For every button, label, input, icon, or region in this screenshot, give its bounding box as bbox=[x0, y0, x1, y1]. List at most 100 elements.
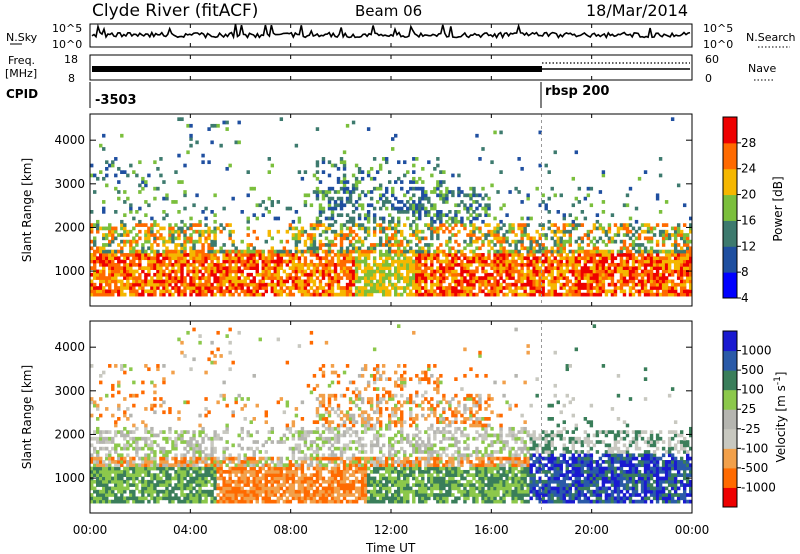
range-time-cell bbox=[643, 262, 648, 267]
range-time-cell bbox=[270, 203, 275, 208]
range-time-cell bbox=[249, 256, 253, 261]
range-time-cell bbox=[171, 292, 175, 297]
range-time-cell bbox=[315, 289, 320, 294]
range-time-cell bbox=[156, 243, 160, 247]
power-colorbar-label: Power [dB] bbox=[771, 176, 785, 241]
range-time-cell bbox=[661, 239, 666, 244]
range-time-cell bbox=[616, 279, 621, 284]
range-time-cell bbox=[622, 259, 627, 264]
range-time-cell bbox=[312, 430, 317, 434]
range-time-cell bbox=[192, 272, 196, 277]
range-time-cell bbox=[505, 262, 509, 267]
range-time-cell bbox=[156, 479, 160, 484]
range-time-cell bbox=[598, 253, 603, 257]
range-time-cell bbox=[460, 219, 464, 224]
range-time-cell bbox=[126, 499, 130, 504]
range-time-cell bbox=[138, 259, 142, 264]
range-time-cell bbox=[204, 407, 208, 411]
range-time-cell bbox=[141, 246, 145, 251]
range-time-cell bbox=[198, 453, 202, 458]
range-time-cell bbox=[658, 262, 663, 267]
range-time-cell bbox=[583, 233, 588, 237]
range-time-cell bbox=[330, 286, 335, 290]
range-time-cell bbox=[183, 236, 187, 241]
range-time-cell bbox=[625, 259, 630, 264]
range-time-cell bbox=[330, 229, 335, 234]
range-time-cell bbox=[342, 236, 347, 241]
range-time-cell bbox=[478, 226, 482, 231]
range-time-cell bbox=[357, 266, 362, 270]
range-time-cell bbox=[658, 173, 663, 178]
range-time-cell bbox=[264, 259, 268, 264]
range-time-cell bbox=[210, 266, 214, 270]
range-time-cell bbox=[508, 262, 512, 267]
range-time-cell bbox=[312, 466, 317, 471]
range-time-cell bbox=[586, 229, 591, 234]
range-time-cell bbox=[162, 479, 166, 484]
range-time-cell bbox=[315, 253, 320, 257]
range-time-cell bbox=[565, 253, 569, 257]
range-time-cell bbox=[378, 253, 383, 257]
range-time-cell bbox=[412, 286, 416, 290]
range-time-cell bbox=[123, 266, 127, 270]
range-time-cell bbox=[147, 233, 151, 237]
range-time-cell bbox=[363, 266, 368, 270]
range-time-cell bbox=[180, 436, 184, 441]
range-time-cell bbox=[216, 483, 220, 487]
range-time-cell bbox=[147, 486, 151, 491]
range-time-cell bbox=[682, 289, 687, 294]
range-time-cell bbox=[403, 259, 407, 264]
range-time-cell bbox=[574, 150, 579, 155]
range-time-cell bbox=[246, 246, 250, 251]
range-time-cell bbox=[315, 276, 320, 280]
range-time-cell bbox=[339, 243, 344, 247]
range-time-cell bbox=[433, 292, 437, 297]
range-time-cell bbox=[123, 276, 127, 280]
range-time-cell bbox=[231, 486, 235, 491]
range-time-cell bbox=[96, 430, 100, 434]
range-time-cell bbox=[114, 229, 118, 234]
range-time-cell bbox=[327, 253, 332, 257]
range-time-cell bbox=[255, 483, 259, 487]
range-time-cell bbox=[222, 253, 226, 257]
range-time-cell bbox=[568, 243, 572, 247]
range-time-cell bbox=[255, 266, 259, 270]
range-time-cell bbox=[333, 229, 338, 234]
range-time-cell bbox=[637, 226, 642, 231]
range-time-cell bbox=[228, 236, 232, 241]
range-time-cell bbox=[439, 180, 443, 184]
range-time-cell bbox=[412, 272, 416, 277]
cpid-program-2: rbsp 200 bbox=[545, 84, 609, 99]
range-time-cell bbox=[240, 407, 244, 411]
range-time-cell bbox=[415, 243, 419, 247]
range-time-cell bbox=[99, 493, 103, 497]
range-time-cell bbox=[505, 286, 509, 290]
range-time-cell bbox=[267, 266, 271, 270]
range-time-cell bbox=[625, 266, 630, 270]
range-time-cell bbox=[409, 180, 413, 184]
range-time-cell bbox=[496, 249, 500, 254]
range-time-cell bbox=[430, 206, 434, 211]
range-time-cell bbox=[243, 499, 247, 504]
range-time-cell bbox=[478, 229, 482, 234]
range-time-cell bbox=[460, 223, 464, 227]
range-time-cell bbox=[568, 213, 572, 218]
range-time-cell bbox=[258, 476, 262, 481]
range-time-cell bbox=[598, 286, 603, 290]
range-time-cell bbox=[123, 460, 127, 464]
range-time-cell bbox=[204, 269, 208, 274]
range-time-cell bbox=[228, 249, 232, 254]
range-time-cell bbox=[276, 483, 281, 487]
range-time-cell bbox=[279, 266, 284, 270]
range-time-cell bbox=[279, 276, 284, 280]
range-time-cell bbox=[565, 276, 569, 280]
range-time-cell bbox=[526, 253, 530, 257]
range-time-cell bbox=[580, 269, 585, 274]
range-time-cell bbox=[436, 286, 440, 290]
range-time-cell bbox=[366, 210, 371, 214]
range-time-cell bbox=[496, 266, 500, 270]
range-time-cell bbox=[351, 190, 356, 194]
range-time-cell bbox=[297, 446, 302, 451]
range-time-cell bbox=[174, 272, 178, 277]
range-time-cell bbox=[282, 493, 287, 497]
